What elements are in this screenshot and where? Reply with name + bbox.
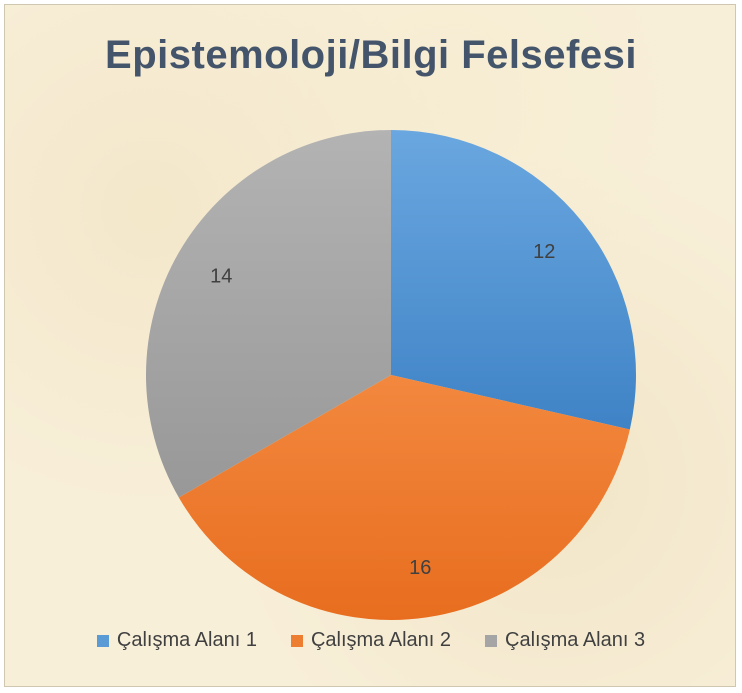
pie-slice xyxy=(146,130,391,498)
data-label: 12 xyxy=(533,241,555,263)
legend-item: Çalışma Alanı 3 xyxy=(485,629,645,652)
legend-label: Çalışma Alanı 3 xyxy=(505,629,646,651)
chart-title: Epistemoloji/Bilgi Felsefesi xyxy=(105,33,637,77)
pie-slice xyxy=(391,130,637,430)
legend-label: Çalışma Alanı 1 xyxy=(116,629,257,651)
data-label: 14 xyxy=(210,265,232,287)
legend-swatch xyxy=(290,634,303,647)
chart-area: Epistemoloji/Bilgi Felsefesi 12 16 14 Çalı… xyxy=(4,4,736,687)
legend-label: Çalışma Alanı 2 xyxy=(310,629,452,651)
pie-slice xyxy=(178,375,630,620)
legend-swatch xyxy=(96,634,109,647)
legend-swatch xyxy=(485,634,498,647)
legend-item: Çalışma Alanı 2 xyxy=(290,629,452,652)
chart-legend: Çalışma Alanı 1 Çalışma Alanı 2 Çalışma … xyxy=(5,629,737,652)
legend-item: Çalışma Alanı 1 xyxy=(96,629,257,652)
data-label: 16 xyxy=(409,557,431,579)
pie-chart: 12 16 14 xyxy=(146,130,637,620)
